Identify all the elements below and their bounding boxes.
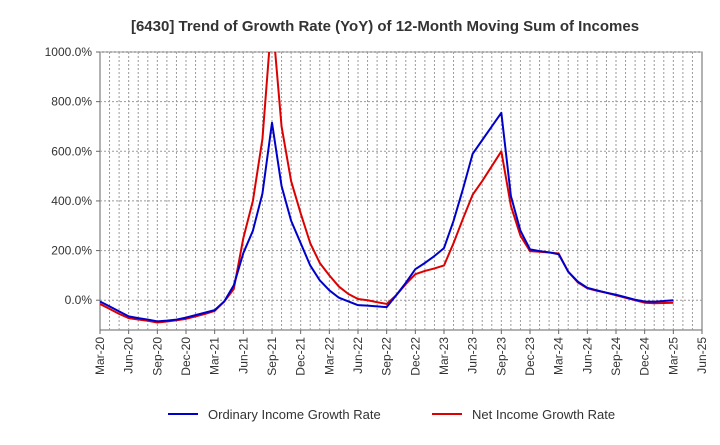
x-tick-label: Dec-21 xyxy=(294,337,308,376)
chart-title: [6430] Trend of Growth Rate (YoY) of 12-… xyxy=(131,18,639,35)
x-tick-label: Sep-20 xyxy=(150,337,164,376)
legend: Ordinary Income Growth Rate Net Income Gr… xyxy=(168,407,615,422)
y-tick-label: 0.0% xyxy=(65,293,93,307)
y-tick-label: 400.0% xyxy=(51,194,92,208)
y-tick-label: 800.0% xyxy=(51,95,92,109)
x-tick-label: Jun-20 xyxy=(122,337,136,374)
x-axis: Mar-20 Jun-20 Sep-20 Dec-20 Mar-21 Jun-21 Sep-… xyxy=(93,330,709,376)
y-tick-label: 200.0% xyxy=(51,244,92,258)
plot-area xyxy=(99,51,703,331)
y-tick-label: 600.0% xyxy=(51,144,92,158)
x-tick-label: Dec-23 xyxy=(523,337,537,376)
x-tick-label: Jun-23 xyxy=(466,337,480,374)
x-tick-label: Sep-24 xyxy=(609,337,623,376)
x-tick-label: Mar-21 xyxy=(208,337,222,375)
series-layer xyxy=(100,52,674,324)
x-tick-label: Dec-22 xyxy=(408,337,422,376)
legend-label-net: Net Income Growth Rate xyxy=(472,407,615,422)
x-tick-label: Sep-21 xyxy=(265,337,279,376)
x-tick-label: Dec-20 xyxy=(179,337,193,376)
x-tick-label: Mar-20 xyxy=(93,337,107,375)
y-axis: 0.0% 200.0% 400.0% 600.0% 800.0% 1000.0% xyxy=(45,45,100,307)
ordinary-income-growth-line xyxy=(100,111,674,323)
x-tick-label: Mar-22 xyxy=(322,337,336,375)
x-tick-label: Mar-25 xyxy=(666,337,680,375)
x-tick-label: Jun-22 xyxy=(351,337,365,374)
x-tick-label: Mar-23 xyxy=(437,337,451,375)
x-tick-label: Sep-22 xyxy=(380,337,394,376)
y-tick-label: 1000.0% xyxy=(45,45,93,59)
x-tick-label: Jun-21 xyxy=(236,337,250,374)
legend-label-ordinary: Ordinary Income Growth Rate xyxy=(208,407,381,422)
x-tick-label: Jun-25 xyxy=(695,337,709,374)
x-tick-label: Jun-24 xyxy=(580,337,594,374)
x-tick-label: Sep-23 xyxy=(494,337,508,376)
x-tick-label: Mar-24 xyxy=(552,337,566,375)
x-tick-label: Dec-24 xyxy=(638,337,652,376)
horizontal-gridlines xyxy=(100,51,702,301)
